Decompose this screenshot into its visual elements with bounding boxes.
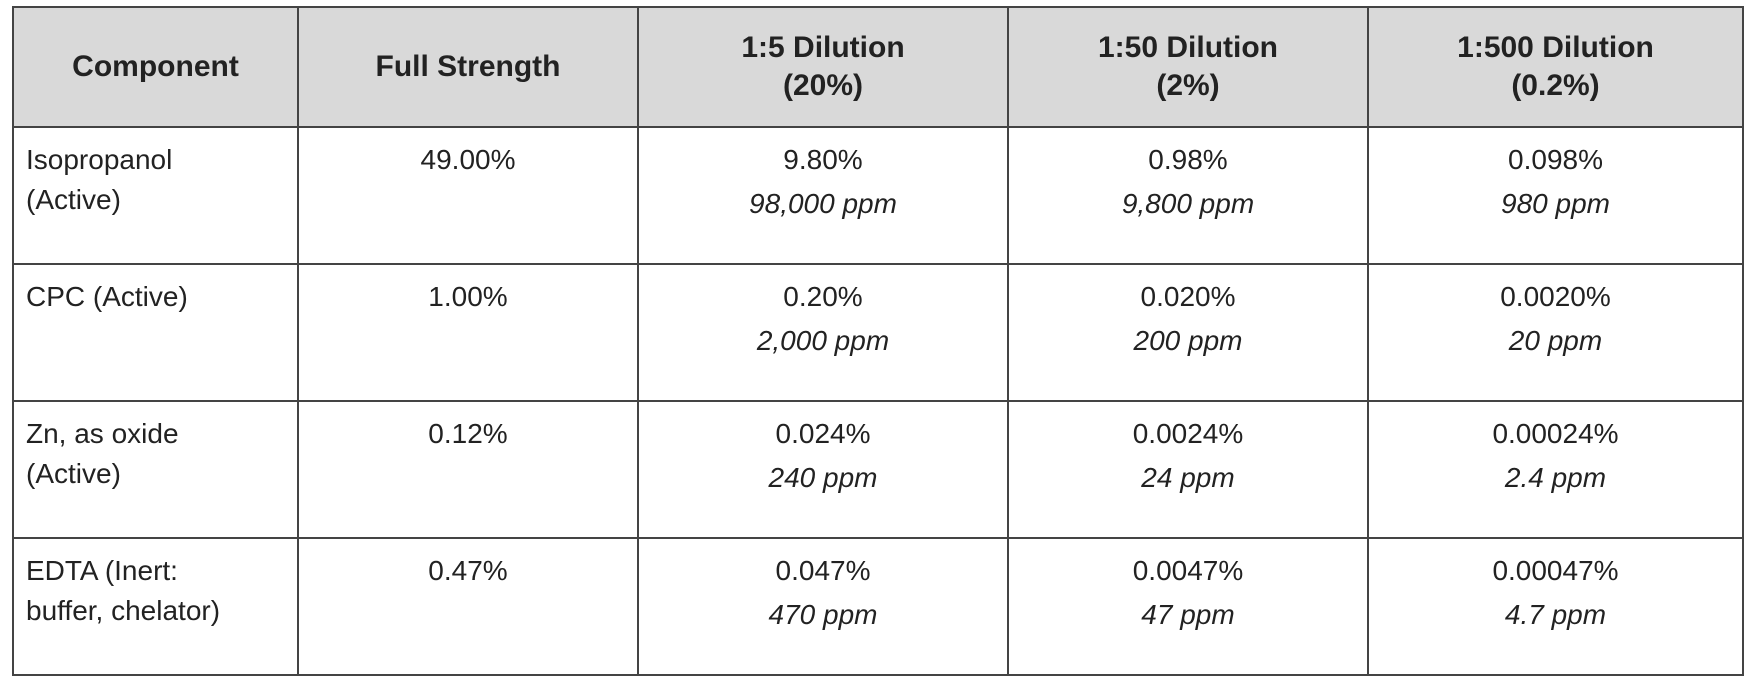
header-dilution-1-5: 1:5 Dilution (20%): [637, 6, 1009, 128]
percent-value: 1.00%: [428, 281, 508, 312]
percent-value: 0.00024%: [1492, 418, 1619, 449]
component-cell: Zn, as oxide (Active): [12, 400, 299, 539]
dilution-1-50-cell: 0.98% 9,800 ppm: [1007, 126, 1369, 265]
header-component: Component: [12, 6, 299, 128]
dilution-1-500-cell: 0.0020% 20 ppm: [1367, 263, 1744, 402]
percent-value: 0.024%: [775, 418, 871, 449]
ppm-value: 98,000 ppm: [749, 188, 897, 219]
full-strength-cell: 0.12%: [297, 400, 639, 539]
component-type: (Active): [26, 458, 121, 489]
header-row: Component Full Strength 1:5 Dilution (20…: [12, 6, 1744, 128]
ppm-value: 200 ppm: [1133, 325, 1243, 356]
ppm-value: 9,800 ppm: [1121, 188, 1255, 219]
header-sublabel: (20%): [782, 69, 864, 102]
ppm-value: 2.4 ppm: [1504, 462, 1607, 493]
percent-value: 0.0047%: [1132, 555, 1244, 586]
header-label: 1:50 Dilution: [1097, 31, 1278, 64]
header-label: 1:500 Dilution: [1457, 31, 1654, 64]
table-header: Component Full Strength 1:5 Dilution (20…: [12, 6, 1744, 128]
percent-value: 0.20%: [783, 281, 863, 312]
header-dilution-1-500: 1:500 Dilution (0.2%): [1367, 6, 1744, 128]
dilution-1-5-cell: 0.024% 240 ppm: [637, 400, 1009, 539]
header-full-strength: Full Strength: [297, 6, 639, 128]
percent-value: 0.0020%: [1500, 281, 1611, 312]
ppm-value: 240 ppm: [768, 462, 878, 493]
dilution-1-5-cell: 0.047% 470 ppm: [637, 537, 1009, 676]
dilution-table: Component Full Strength 1:5 Dilution (20…: [12, 6, 1744, 676]
header-label: 1:5 Dilution: [741, 31, 905, 64]
dilution-1-5-cell: 0.20% 2,000 ppm: [637, 263, 1009, 402]
percent-value: 0.020%: [1140, 281, 1236, 312]
header-sublabel: (2%): [1156, 69, 1220, 102]
dilution-1-5-cell: 9.80% 98,000 ppm: [637, 126, 1009, 265]
dilution-table-container: Component Full Strength 1:5 Dilution (20…: [12, 6, 1744, 676]
component-name: EDTA (Inert:: [26, 555, 178, 586]
table-row: Zn, as oxide (Active) 0.12% 0.024% 240 p…: [12, 400, 1744, 539]
full-strength-cell: 49.00%: [297, 126, 639, 265]
dilution-1-50-cell: 0.0047% 47 ppm: [1007, 537, 1369, 676]
dilution-1-50-cell: 0.020% 200 ppm: [1007, 263, 1369, 402]
ppm-value: 980 ppm: [1501, 188, 1610, 219]
table-row: Isopropanol (Active) 49.00% 9.80% 98,000…: [12, 126, 1744, 265]
percent-value: 0.98%: [1148, 144, 1228, 175]
full-strength-cell: 1.00%: [297, 263, 639, 402]
component-cell: EDTA (Inert: buffer, chelator): [12, 537, 299, 676]
percent-value: 0.47%: [428, 555, 508, 586]
percent-value: 0.047%: [775, 555, 871, 586]
header-label: Component: [72, 50, 239, 83]
table-row: CPC (Active) 1.00% 0.20% 2,000 ppm 0.020…: [12, 263, 1744, 402]
component-cell: CPC (Active): [12, 263, 299, 402]
component-name: CPC (Active): [26, 281, 188, 312]
ppm-value: 4.7 ppm: [1504, 599, 1607, 630]
ppm-value: 24 ppm: [1141, 462, 1235, 493]
dilution-1-500-cell: 0.00024% 2.4 ppm: [1367, 400, 1744, 539]
component-cell: Isopropanol (Active): [12, 126, 299, 265]
table-row: EDTA (Inert: buffer, chelator) 0.47% 0.0…: [12, 537, 1744, 676]
percent-value: 0.098%: [1508, 144, 1603, 175]
header-label: Full Strength: [375, 50, 561, 83]
ppm-value: 2,000 ppm: [756, 325, 890, 356]
percent-value: 0.12%: [428, 418, 508, 449]
component-type: buffer, chelator): [26, 595, 221, 626]
full-strength-cell: 0.47%: [297, 537, 639, 676]
dilution-1-50-cell: 0.0024% 24 ppm: [1007, 400, 1369, 539]
percent-value: 9.80%: [783, 144, 863, 175]
table-body: Isopropanol (Active) 49.00% 9.80% 98,000…: [12, 126, 1744, 676]
ppm-value: 47 ppm: [1141, 599, 1235, 630]
percent-value: 0.00047%: [1492, 555, 1619, 586]
header-sublabel: (0.2%): [1511, 69, 1600, 102]
component-name: Zn, as oxide: [26, 418, 179, 449]
component-name: Isopropanol: [26, 144, 173, 175]
component-type: (Active): [26, 184, 121, 215]
header-dilution-1-50: 1:50 Dilution (2%): [1007, 6, 1369, 128]
ppm-value: 470 ppm: [768, 599, 878, 630]
percent-value: 49.00%: [420, 144, 516, 175]
percent-value: 0.0024%: [1132, 418, 1244, 449]
dilution-1-500-cell: 0.00047% 4.7 ppm: [1367, 537, 1744, 676]
dilution-1-500-cell: 0.098% 980 ppm: [1367, 126, 1744, 265]
ppm-value: 20 ppm: [1508, 325, 1603, 356]
